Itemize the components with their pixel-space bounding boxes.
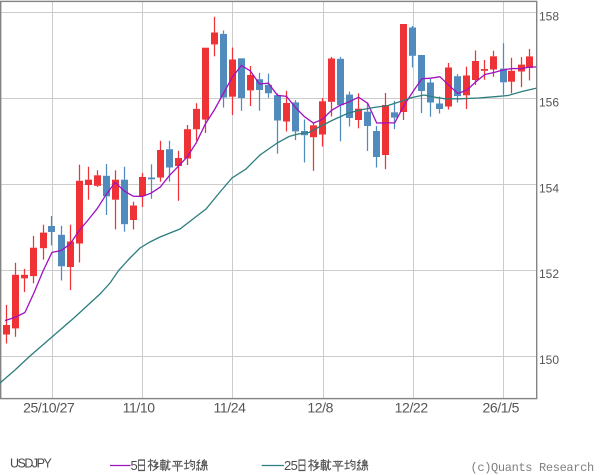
svg-text:12/22: 12/22 [395,400,429,416]
svg-text:5: 5 [131,458,138,473]
svg-text:158: 158 [539,10,559,24]
svg-text:12/8: 12/8 [307,400,333,416]
svg-text:26/1/5: 26/1/5 [483,400,520,416]
svg-text:25/10/27: 25/10/27 [23,400,75,416]
svg-text:154: 154 [539,181,559,195]
svg-text:150: 150 [539,353,559,367]
svg-text:11/24: 11/24 [214,400,247,416]
svg-text:USDJPY: USDJPY [10,457,52,471]
svg-text:152: 152 [539,267,559,281]
svg-text:156: 156 [539,95,559,109]
svg-text:(c)Quants Research: (c)Quants Research [471,461,594,475]
svg-text:11/10: 11/10 [123,400,156,416]
svg-text:25: 25 [284,458,298,473]
